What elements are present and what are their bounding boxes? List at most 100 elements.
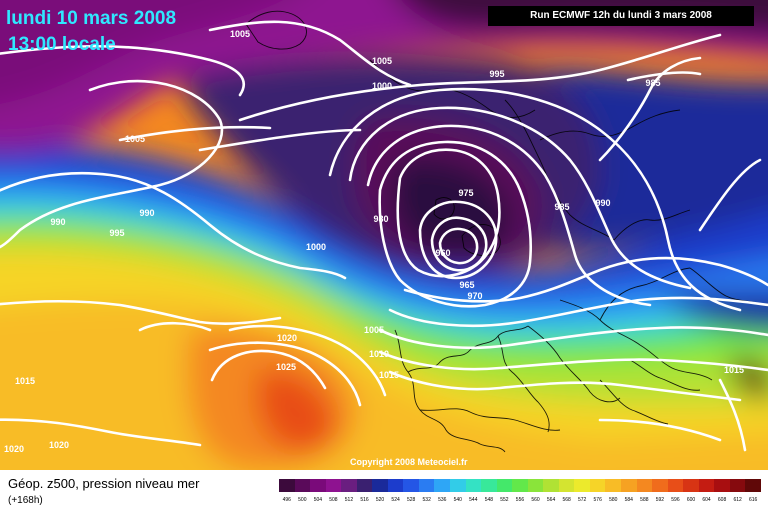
- isobar-label: 960: [435, 248, 451, 258]
- legend-tick: 572: [577, 497, 587, 503]
- legend-swatch: [418, 479, 435, 492]
- isobar-label: 990: [139, 208, 155, 218]
- legend-swatch: [310, 479, 326, 492]
- legend-swatch: [496, 479, 513, 492]
- legend-swatch: [558, 479, 575, 492]
- isobars: [0, 20, 768, 452]
- legend-swatch: [574, 479, 590, 492]
- isobar-label: 1025: [275, 362, 297, 372]
- legend-tick: 536: [438, 497, 447, 503]
- isobar-label: 1015: [14, 376, 36, 386]
- legend-tick: 604: [702, 497, 711, 503]
- legend-tick: 496: [282, 497, 291, 503]
- legend-tick: 552: [500, 497, 509, 503]
- isobar-label: 1010: [368, 349, 390, 359]
- isobar-label: 1000: [305, 242, 327, 252]
- isobar-label: 965: [459, 280, 475, 290]
- legend-tick: 592: [655, 497, 665, 503]
- isobar-label: 1020: [48, 440, 70, 450]
- legend-tick: 576: [593, 497, 602, 503]
- legend-swatch: [434, 479, 451, 492]
- legend-tick: 568: [562, 497, 571, 503]
- isobar-label: 1015: [378, 370, 400, 380]
- isobar-label: 1000: [371, 81, 393, 91]
- legend-swatch: [279, 479, 295, 492]
- z500-map: [0, 0, 768, 470]
- legend-swatch: [589, 479, 606, 492]
- forecast-date: lundi 10 mars 2008: [6, 8, 177, 29]
- legend-ticks: 496 500 504 508 512 516 520 524 528 532 536 540 544 5…: [279, 497, 761, 503]
- isobar-label: 975: [458, 188, 474, 198]
- map-panel: 1005 1005 995 985 1000 1005 990 990 995 …: [0, 0, 768, 470]
- legend-swatch: [636, 479, 653, 492]
- isobar-label: 1020: [3, 444, 25, 454]
- legend-swatch: [465, 479, 482, 492]
- isobar-label: 990: [595, 198, 611, 208]
- legend-swatch: [543, 479, 559, 492]
- legend-tick: 520: [375, 497, 385, 503]
- legend-swatch: [372, 479, 388, 492]
- color-legend: [279, 479, 761, 492]
- legend-swatch: [527, 479, 544, 492]
- legend-tick: 544: [469, 497, 478, 503]
- legend-tick: 560: [531, 497, 540, 503]
- legend-swatch: [605, 479, 622, 492]
- legend-tick: 516: [360, 497, 369, 503]
- legend-tick: 564: [546, 497, 556, 503]
- legend-tick: 556: [515, 497, 525, 503]
- isobar-label: 980: [373, 214, 389, 224]
- isobar-label: 1015: [723, 365, 745, 375]
- legend-tick: 584: [624, 497, 633, 503]
- legend-swatch: [325, 479, 342, 492]
- legend-tick: 596: [671, 497, 680, 503]
- legend-swatch: [683, 479, 699, 492]
- legend-swatch: [714, 479, 730, 492]
- field-label: Géop. z500, pression niveau mer: [8, 476, 200, 491]
- legend-tick: 500: [298, 497, 307, 503]
- legend-swatch: [481, 479, 497, 492]
- legend-swatch: [698, 479, 715, 492]
- legend-swatch: [450, 479, 466, 492]
- legend-tick: 580: [609, 497, 618, 503]
- copyright-text: Copyright 2008 Meteociel.fr: [350, 457, 468, 467]
- legend-tick: 528: [406, 497, 416, 503]
- isobar-label: 1020: [276, 333, 298, 343]
- legend-tick: 612: [733, 497, 742, 503]
- legend-tick: 548: [484, 497, 494, 503]
- legend-swatch: [341, 479, 357, 492]
- isobar-label: 995: [109, 228, 125, 238]
- isobar-label: 1005: [363, 325, 385, 335]
- legend-tick: 524: [391, 497, 400, 503]
- legend-swatch: [621, 479, 637, 492]
- legend-tick: 608: [717, 497, 727, 503]
- geopotential-field: [0, 0, 768, 470]
- legend-swatch: [667, 479, 684, 492]
- isobar-label: 970: [467, 291, 483, 301]
- legend-swatch: [729, 479, 746, 492]
- isobar-label: 995: [489, 69, 505, 79]
- legend-tick: 616: [749, 497, 758, 503]
- legend-swatch: [745, 479, 761, 492]
- legend-tick: 600: [686, 497, 696, 503]
- legend-swatch: [512, 479, 528, 492]
- forecast-time: 13:00 locale: [8, 34, 116, 55]
- legend-tick: 532: [422, 497, 431, 503]
- legend-swatch: [387, 479, 404, 492]
- legend-tick: 540: [453, 497, 462, 503]
- legend-tick: 508: [329, 497, 338, 503]
- legend-swatch: [403, 479, 419, 492]
- legend-swatch: [356, 479, 373, 492]
- legend-tick: 588: [640, 497, 649, 503]
- legend-tick: 504: [313, 497, 323, 503]
- run-banner: Run ECMWF 12h du lundi 3 mars 2008: [488, 6, 754, 26]
- isobar-label: 985: [645, 78, 661, 88]
- legend-swatch: [294, 479, 311, 492]
- isobar-label: 1005: [229, 29, 251, 39]
- legend-swatch: [652, 479, 668, 492]
- isobar-label: 990: [50, 217, 66, 227]
- lead-time-label: (+168h): [8, 495, 43, 506]
- isobar-label: 1005: [371, 56, 393, 66]
- legend-tick: 512: [344, 497, 354, 503]
- isobar-label: 1005: [124, 134, 146, 144]
- footer: Géop. z500, pression niveau mer (+168h) …: [0, 470, 768, 512]
